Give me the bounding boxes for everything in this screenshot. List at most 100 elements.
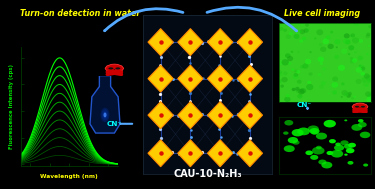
Text: CAU-10-N₂H₃: CAU-10-N₂H₃: [173, 169, 242, 179]
Circle shape: [324, 38, 327, 40]
Circle shape: [343, 38, 350, 44]
Circle shape: [351, 35, 352, 37]
Circle shape: [365, 35, 370, 38]
Circle shape: [279, 70, 282, 74]
Circle shape: [292, 129, 304, 136]
Circle shape: [350, 57, 353, 60]
Circle shape: [302, 63, 309, 69]
Polygon shape: [352, 103, 368, 110]
Circle shape: [103, 111, 107, 119]
Circle shape: [360, 132, 370, 138]
Circle shape: [289, 72, 291, 73]
Circle shape: [312, 147, 324, 154]
Polygon shape: [237, 65, 262, 92]
Circle shape: [305, 59, 311, 64]
Circle shape: [285, 53, 291, 58]
Circle shape: [340, 140, 349, 145]
X-axis label: Wavelength (nm): Wavelength (nm): [40, 174, 98, 179]
Circle shape: [327, 44, 334, 49]
Circle shape: [358, 119, 364, 122]
Circle shape: [278, 79, 282, 83]
Circle shape: [120, 74, 123, 75]
Circle shape: [292, 22, 296, 25]
Circle shape: [102, 109, 108, 120]
Circle shape: [338, 65, 345, 71]
Circle shape: [292, 88, 296, 91]
Circle shape: [353, 22, 356, 24]
Circle shape: [356, 67, 362, 73]
Circle shape: [344, 119, 347, 121]
Circle shape: [365, 109, 367, 110]
Circle shape: [348, 161, 354, 165]
Circle shape: [358, 39, 363, 43]
Circle shape: [291, 68, 295, 71]
Circle shape: [300, 29, 305, 34]
Circle shape: [361, 106, 365, 108]
Circle shape: [366, 53, 369, 55]
Circle shape: [332, 76, 338, 82]
Circle shape: [346, 148, 354, 153]
Circle shape: [334, 145, 344, 151]
Circle shape: [353, 111, 355, 112]
Circle shape: [294, 73, 298, 77]
Circle shape: [277, 60, 284, 65]
Circle shape: [282, 59, 289, 66]
Circle shape: [355, 106, 359, 108]
Circle shape: [343, 92, 349, 97]
Circle shape: [303, 28, 309, 33]
Circle shape: [332, 90, 337, 94]
Circle shape: [348, 143, 356, 148]
Circle shape: [363, 163, 368, 167]
Text: Live cell imaging: Live cell imaging: [284, 9, 360, 18]
Circle shape: [356, 79, 362, 84]
Circle shape: [319, 43, 322, 46]
Polygon shape: [207, 65, 233, 92]
Polygon shape: [237, 102, 262, 129]
Circle shape: [320, 46, 326, 52]
Circle shape: [286, 94, 290, 98]
Circle shape: [309, 128, 320, 134]
Circle shape: [294, 34, 300, 39]
Circle shape: [365, 111, 367, 112]
Polygon shape: [148, 102, 173, 129]
Circle shape: [100, 108, 109, 122]
Circle shape: [279, 27, 284, 31]
Circle shape: [344, 33, 350, 39]
Circle shape: [293, 74, 299, 79]
Circle shape: [341, 96, 343, 98]
Polygon shape: [148, 29, 173, 56]
Circle shape: [359, 64, 362, 67]
Circle shape: [354, 22, 359, 26]
Polygon shape: [178, 65, 203, 92]
Circle shape: [363, 81, 369, 87]
Circle shape: [296, 89, 300, 93]
Circle shape: [332, 82, 338, 88]
Text: Turn-on detection in water: Turn-on detection in water: [20, 9, 141, 18]
Text: CN⁻: CN⁻: [107, 121, 122, 127]
Circle shape: [284, 21, 291, 26]
Circle shape: [331, 150, 343, 158]
Circle shape: [316, 146, 322, 149]
Polygon shape: [148, 140, 173, 167]
Circle shape: [308, 125, 319, 132]
Circle shape: [299, 40, 303, 43]
Circle shape: [279, 72, 283, 76]
Circle shape: [108, 67, 113, 69]
Circle shape: [301, 23, 304, 26]
Polygon shape: [207, 29, 233, 56]
Circle shape: [367, 93, 373, 98]
Circle shape: [358, 122, 367, 127]
Circle shape: [329, 139, 336, 143]
Circle shape: [351, 33, 355, 37]
Circle shape: [354, 51, 357, 53]
Circle shape: [352, 58, 357, 63]
Circle shape: [296, 70, 300, 74]
Circle shape: [309, 51, 312, 53]
Circle shape: [288, 137, 298, 143]
Circle shape: [284, 120, 293, 125]
Circle shape: [326, 35, 330, 40]
Circle shape: [281, 77, 288, 82]
FancyArrowPatch shape: [105, 9, 183, 31]
Circle shape: [351, 124, 362, 131]
Circle shape: [305, 23, 309, 27]
